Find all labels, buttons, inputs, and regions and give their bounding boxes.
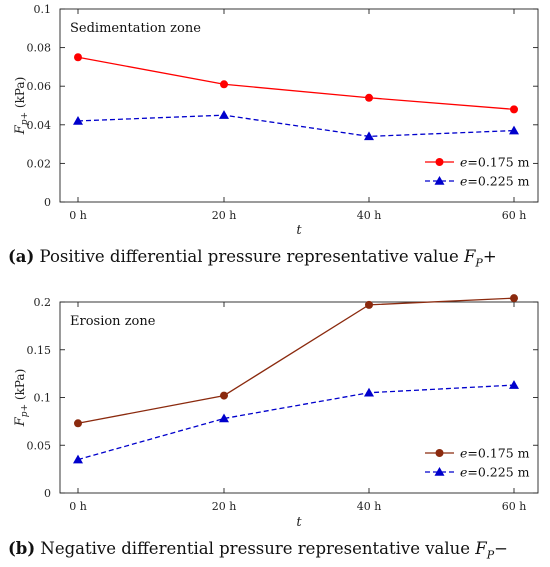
caption-b-suffix: − [494, 539, 508, 558]
y-tick-label: 0.08 [27, 42, 52, 55]
data-point-1 [509, 125, 519, 135]
y-tick-label: 0.02 [27, 157, 52, 170]
caption-b-symbol: F [475, 539, 487, 558]
series-line-0 [77, 56, 515, 111]
caption-a-text: Positive differential pressure represent… [34, 247, 464, 266]
x-axis-label: t [296, 515, 302, 530]
data-point-0 [74, 419, 82, 428]
series-line-1 [77, 384, 515, 461]
data-point-1 [364, 131, 374, 141]
data-point-1 [73, 454, 83, 464]
y-tick-label: 0 [44, 487, 51, 500]
x-tick-label: 60 h [502, 500, 527, 513]
y-tick-label: 0 [44, 196, 51, 209]
data-point-1 [509, 380, 519, 389]
y-tick-label: 0.04 [27, 119, 52, 132]
x-tick-label: 20 h [212, 209, 237, 222]
y-axis-label: Fp+ (kPa) [13, 369, 30, 427]
data-point-1 [219, 110, 229, 119]
caption-a-suffix: + [482, 247, 497, 266]
data-point-0 [220, 80, 228, 89]
x-tick-label: 40 h [357, 500, 382, 513]
legend-marker-1 [434, 467, 445, 476]
y-tick-label: 0.15 [27, 344, 52, 357]
x-tick-label: 40 h [357, 209, 382, 222]
data-point-0 [74, 53, 82, 62]
caption-a-label: (a) [8, 247, 35, 266]
legend-marker-0 [435, 158, 444, 166]
y-tick-label: 0.06 [27, 80, 52, 93]
caption-b: (b) Negative differential pressure repre… [8, 539, 550, 561]
legend-label-1: e=0.225 m [460, 465, 530, 480]
caption-a: (a) Positive differential pressure repre… [8, 247, 550, 269]
caption-b-text: Negative differential pressure represent… [35, 539, 476, 558]
caption-b-label: (b) [8, 539, 36, 558]
data-point-0 [365, 93, 373, 102]
y-axis-label: Fp+ (kPa) [13, 77, 30, 135]
plot-frame [59, 8, 539, 203]
series-line-1 [77, 114, 515, 138]
x-tick-label: 60 h [502, 209, 527, 222]
zone-annotation: Sedimentation zone [70, 21, 201, 36]
y-tick-label: 0.05 [27, 439, 52, 452]
chart-panel-0: 0 0.02 0.04 0.06 0.08 0.1 0 h 20 h 40 h 60 h t Fp+ … [13, 3, 539, 238]
y-tick-label: 0.1 [34, 3, 52, 16]
data-point-1 [219, 413, 229, 423]
y-tick-label: 0.1 [34, 392, 52, 405]
x-tick-label: 0 h [69, 209, 87, 222]
x-tick-label: 0 h [69, 500, 87, 513]
legend-label-0: e=0.175 m [460, 446, 530, 461]
caption-b-sub: P [486, 548, 495, 562]
series-line-0 [77, 297, 515, 424]
legend-label-1: e=0.225 m [460, 174, 530, 189]
legend-marker-1 [434, 176, 445, 185]
data-point-0 [510, 294, 518, 303]
data-point-1 [73, 115, 83, 125]
x-axis-label: t [296, 223, 302, 238]
data-point-1 [364, 387, 374, 397]
zone-annotation: Erosion zone [70, 314, 156, 329]
legend-label-0: e=0.175 m [460, 155, 530, 170]
legend-marker-0 [435, 449, 444, 457]
data-point-0 [220, 391, 228, 400]
data-point-0 [510, 105, 518, 114]
chart-panel-1: 0 0.05 0.1 0.15 0.2 0 h 20 h 40 h 60 h t Fp+ (kPa)… [13, 294, 539, 530]
data-point-0 [365, 300, 373, 309]
caption-a-sub: P [475, 256, 483, 270]
y-tick-label: 0.2 [34, 296, 52, 309]
caption-a-symbol: F [463, 247, 476, 266]
x-tick-label: 20 h [212, 500, 237, 513]
